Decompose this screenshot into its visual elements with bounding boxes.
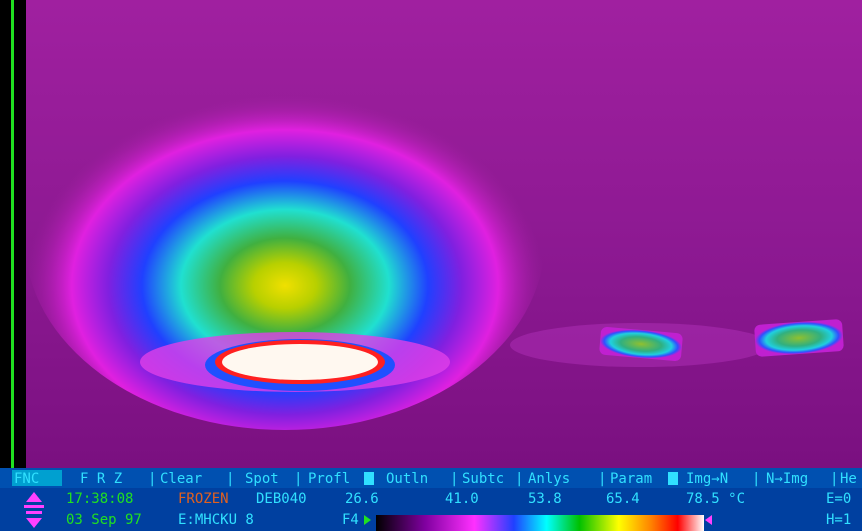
h-setting: H=1 [826, 512, 851, 528]
time: 17:38:08 [66, 491, 133, 507]
menu-item[interactable]: N→Img [766, 471, 808, 487]
date: 03 Sep 97 [66, 512, 142, 528]
warm-pad [754, 319, 844, 357]
frozen-state: FROZEN [178, 491, 229, 507]
scale-label: 78.5 °C [686, 491, 745, 507]
scale-label: 41.0 [445, 491, 479, 507]
function-key: F4 [342, 512, 359, 528]
menu-bar [0, 468, 862, 488]
left-edge [0, 0, 11, 468]
menu-item[interactable]: F R Z [80, 471, 122, 487]
file-path: E:MHCKU 8 [178, 512, 254, 528]
separator: | [515, 471, 523, 487]
page: | | | | | | | | FNC F R Z Clear Spot Pro… [0, 0, 862, 531]
color-palette [376, 515, 704, 531]
block [668, 472, 678, 485]
separator: | [830, 471, 838, 487]
menu-item[interactable]: Clear [160, 471, 202, 487]
separator: | [226, 471, 234, 487]
scale-label: 53.8 [528, 491, 562, 507]
black-strip [14, 0, 26, 468]
hot-pad-core [222, 344, 378, 380]
menu-item[interactable]: FNC [14, 471, 39, 487]
file-name: DEB040 [256, 491, 307, 507]
separator: | [450, 471, 458, 487]
scale-label: 26.6 [345, 491, 379, 507]
menu-item[interactable]: Anlys [528, 471, 570, 487]
menu-item[interactable]: Profl [308, 471, 350, 487]
thermal-screen: | | | | | | | | FNC F R Z Clear Spot Pro… [0, 0, 862, 531]
separator: | [294, 471, 302, 487]
menu-item[interactable]: Outln [386, 471, 428, 487]
block [364, 472, 374, 485]
menu-item[interactable]: Img→N [686, 471, 728, 487]
separator: | [148, 471, 156, 487]
menu-item[interactable]: Param [610, 471, 652, 487]
menu-item[interactable]: Spot [245, 471, 279, 487]
frame-border [11, 0, 14, 468]
scale-label: 65.4 [606, 491, 640, 507]
menu-item[interactable]: Subtc [462, 471, 504, 487]
separator: | [598, 471, 606, 487]
menu-item[interactable]: He [840, 471, 857, 487]
emissivity: E=0 [826, 491, 851, 507]
separator: | [752, 471, 760, 487]
